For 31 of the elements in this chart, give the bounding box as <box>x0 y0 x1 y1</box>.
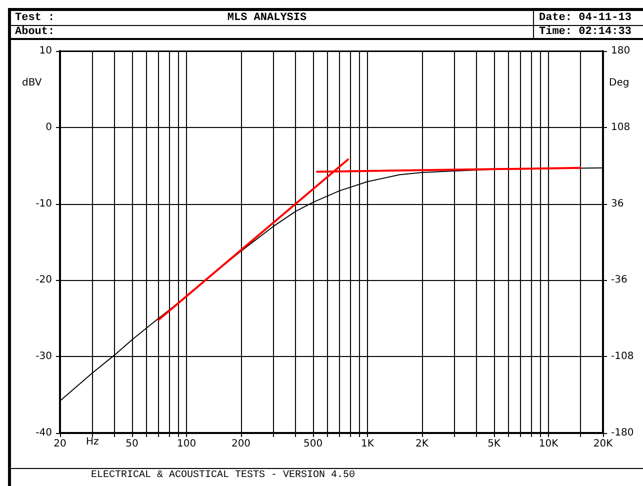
x-axis-title: Hz <box>86 436 99 448</box>
y2-axis-title: Deg <box>609 78 630 88</box>
y2-tick-label: 180 <box>611 46 630 56</box>
x-tick-label: 100 <box>176 438 196 450</box>
x-tick-label: 2K <box>416 438 429 450</box>
text: Time: 02:14:33 <box>539 26 632 39</box>
y-tick-label: -10 <box>36 198 52 210</box>
x-tick-label: 1K <box>361 438 374 450</box>
y2-tick-label: 36 <box>611 198 624 210</box>
chart-title: MLS ANALYSIS <box>227 12 307 24</box>
y-tick-label: -20 <box>36 274 52 286</box>
y-tick-label: 0 <box>46 122 52 133</box>
x-tick-label: 500 <box>303 438 323 450</box>
y2-tick-label: 108 <box>611 122 630 133</box>
y-tick-label: -30 <box>36 351 52 362</box>
x-tick-label: 20 <box>54 438 66 450</box>
y-axis-title: dBV <box>22 78 42 88</box>
y-tick-label: 10 <box>39 46 52 56</box>
y2-tick-label: -36 <box>611 274 628 286</box>
text: Date: 04-11-13 <box>539 12 632 25</box>
text: Test : <box>15 12 55 25</box>
x-tick-label: 20K <box>593 438 614 450</box>
x-tick-label: 5K <box>488 438 501 450</box>
text: ELECTRICAL & ACOUSTICAL TESTS - VERSION 4.50 <box>91 470 356 481</box>
text: About: <box>15 26 55 39</box>
y2-tick-label: -108 <box>611 351 634 362</box>
x-tick-label: 10K <box>538 438 559 450</box>
x-tick-label: 200 <box>231 438 251 450</box>
y2-tick-label: -180 <box>611 428 634 438</box>
x-tick-label: 50 <box>126 438 138 450</box>
y-tick-label: -40 <box>36 428 52 438</box>
